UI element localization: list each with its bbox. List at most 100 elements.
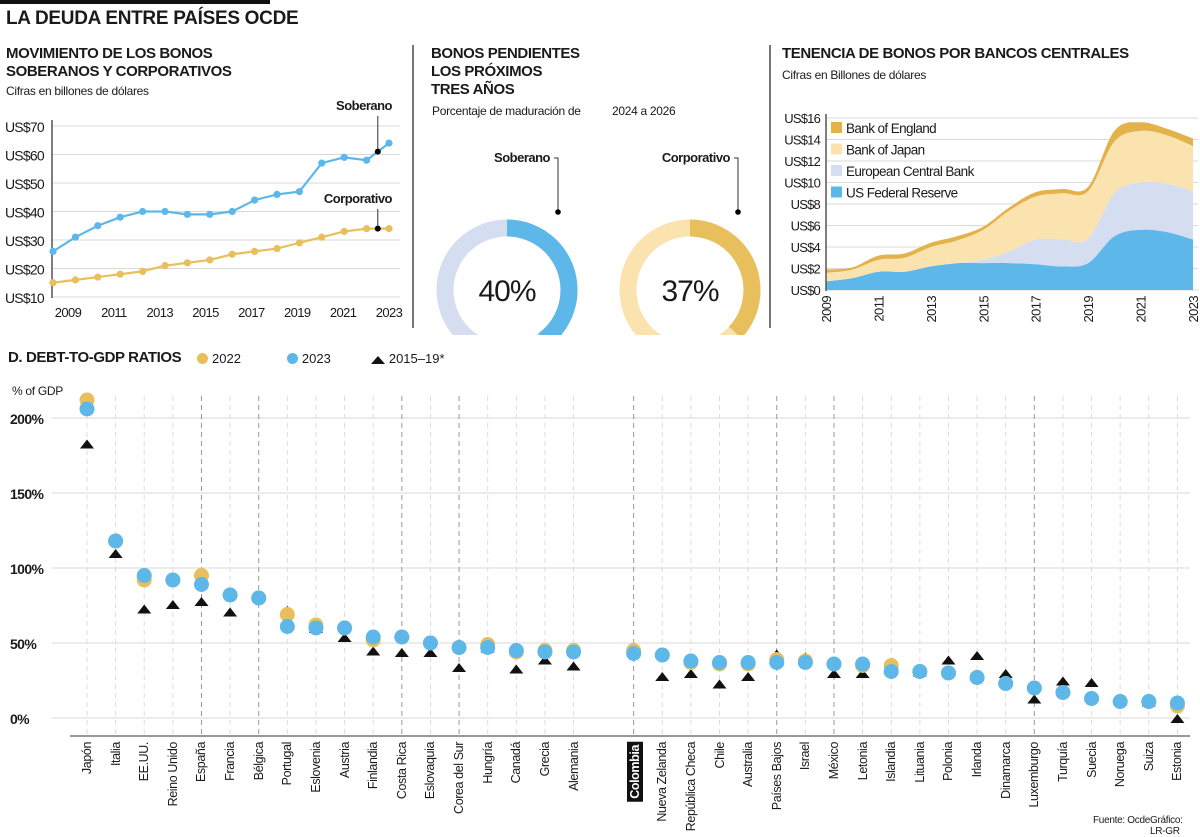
y-tick-label: US$20 (5, 262, 45, 278)
marker-2015-19 (165, 600, 180, 609)
bond-line-chart: US$10 US$20 US$30 US$40 US$50 US$60 US$70 2009 2… (5, 100, 403, 320)
divider (769, 45, 771, 328)
marker-2015-19 (655, 672, 670, 681)
y-tick-label: US$4 (791, 240, 821, 255)
marker-2015-19 (1027, 694, 1042, 704)
y-tick-label: US$50 (5, 176, 45, 192)
data-point (183, 210, 191, 218)
annotation-corporativo: Corporativo (324, 191, 393, 206)
marker-2015-19 (537, 655, 552, 665)
y-tick-label: US$8 (791, 197, 821, 212)
legend-label-2023: 2023 (301, 351, 331, 366)
country-label: Portugal (280, 742, 295, 786)
data-point (363, 225, 371, 233)
y-tick-label: US$30 (5, 233, 45, 249)
marker-2023 (797, 655, 813, 670)
panel-a-title-line1: MOVIMIENTO DE LOS BONOS (6, 45, 213, 62)
country-label: República Checa (683, 742, 698, 832)
debt-gdp-dot-chart: 0% 50% 100% 150% 200% (10, 392, 1190, 737)
country-label: Bélgica (251, 742, 266, 781)
data-point (340, 227, 348, 236)
country-label: Polonia (941, 742, 956, 781)
marker-2023 (940, 665, 956, 681)
x-tick-label: 2015 (976, 296, 991, 323)
data-point (94, 273, 102, 281)
y-tick-label: US$70 (5, 119, 45, 135)
country-label: Canadá (509, 742, 524, 784)
data-point (139, 207, 147, 216)
x-tick-label: 2017 (1029, 296, 1044, 323)
marker-2023 (165, 572, 181, 588)
area-european-central-bank (826, 181, 1193, 282)
panel-b-subtitle-right: 2024 a 2026 (612, 104, 676, 118)
panel-b-title-line1: BONOS PENDIENTES (431, 45, 580, 62)
x-tick-label: 2015 (192, 305, 219, 320)
marker-2015-19 (223, 607, 238, 617)
country-label: Grecia (537, 742, 552, 777)
panel-a-title: MOVIMIENTO DE LOS BONOS SOBERANOS Y CORP… (6, 45, 232, 81)
source-note: Fuente: Ocde (1093, 815, 1150, 826)
country-label: Chile (712, 742, 727, 769)
data-point (318, 159, 326, 167)
panel-a-title-line2: SOBERANOS Y CORPORATIVOS (6, 63, 232, 80)
country-label: Japón (80, 742, 94, 775)
y-tick-label: US$10 (784, 176, 820, 191)
legend-swatch (831, 165, 842, 176)
marker-2015-19 (712, 679, 727, 689)
legend: 2022 2023 2015–19* (197, 351, 445, 366)
donut-value-soberano: 40% (478, 275, 535, 308)
marker-2023 (883, 664, 899, 679)
country-label: Luxemburgo (1027, 742, 1042, 808)
y-axis-label: % of GDP (12, 384, 63, 398)
panel-d-title: D. DEBT-TO-GDP RATIOS (8, 349, 182, 366)
data-point (49, 279, 57, 287)
legend-label: US Federal Reserve (846, 186, 958, 201)
marker-2023 (855, 656, 871, 672)
marker-2023 (566, 644, 582, 660)
marker-2023 (136, 568, 152, 583)
legend-label-2015-19: 2015–19* (388, 351, 445, 366)
x-tick-label: 2011 (101, 305, 127, 320)
data-point (228, 207, 236, 216)
y-tick-label: US$16 (784, 111, 820, 126)
donut-leader (554, 157, 559, 212)
country-label: Colombia (626, 742, 643, 802)
marker-2023 (279, 619, 295, 634)
country-label: Irlanda (970, 742, 985, 778)
marker-2015-19 (423, 648, 438, 657)
donut-segment-soberano (436, 219, 578, 335)
country-label: Islandia (884, 742, 899, 782)
title-bar (0, 0, 270, 4)
country-label: Alemania (566, 742, 581, 791)
data-point (228, 250, 236, 258)
marker-2015-19 (970, 651, 985, 660)
donut-value-corporativo: 37% (661, 275, 718, 308)
marker-2015-19 (137, 604, 152, 614)
country-label: Nueva Zelanda (655, 742, 670, 822)
central-bank-area-chart: US$0 US$2 US$4 US$6 US$8 US$10 US$12 US$14 US$16… (784, 111, 1200, 323)
marker-2015-19 (1170, 714, 1185, 723)
donut-label-soberano: Soberano (494, 150, 551, 165)
marker-2023 (451, 640, 467, 655)
legend-label: Bank of England (846, 121, 936, 136)
country-label: Corea del Sur (452, 742, 467, 814)
y-tick-label: 200% (10, 411, 45, 427)
donut-label-corporativo: Corporativo (662, 150, 731, 165)
data-point (251, 247, 259, 255)
legend-label-2022: 2022 (212, 351, 241, 366)
marker-2023 (422, 635, 438, 651)
marker-2015-19 (194, 597, 209, 606)
marker-2023 (740, 655, 756, 670)
x-tick-label: 2019 (1081, 296, 1096, 323)
marker-2023 (654, 647, 670, 663)
data-point (295, 239, 303, 247)
country-label: Finlandia (366, 742, 381, 790)
marker-2015-19 (452, 663, 467, 672)
marker-2015-19 (998, 669, 1013, 678)
data-point (295, 187, 303, 196)
marker-2015-19 (855, 669, 870, 678)
marker-2023 (969, 670, 985, 685)
marker-2015-19 (1084, 678, 1099, 687)
legend-label: European Central Bank (846, 164, 975, 179)
marker-2023 (394, 629, 410, 645)
